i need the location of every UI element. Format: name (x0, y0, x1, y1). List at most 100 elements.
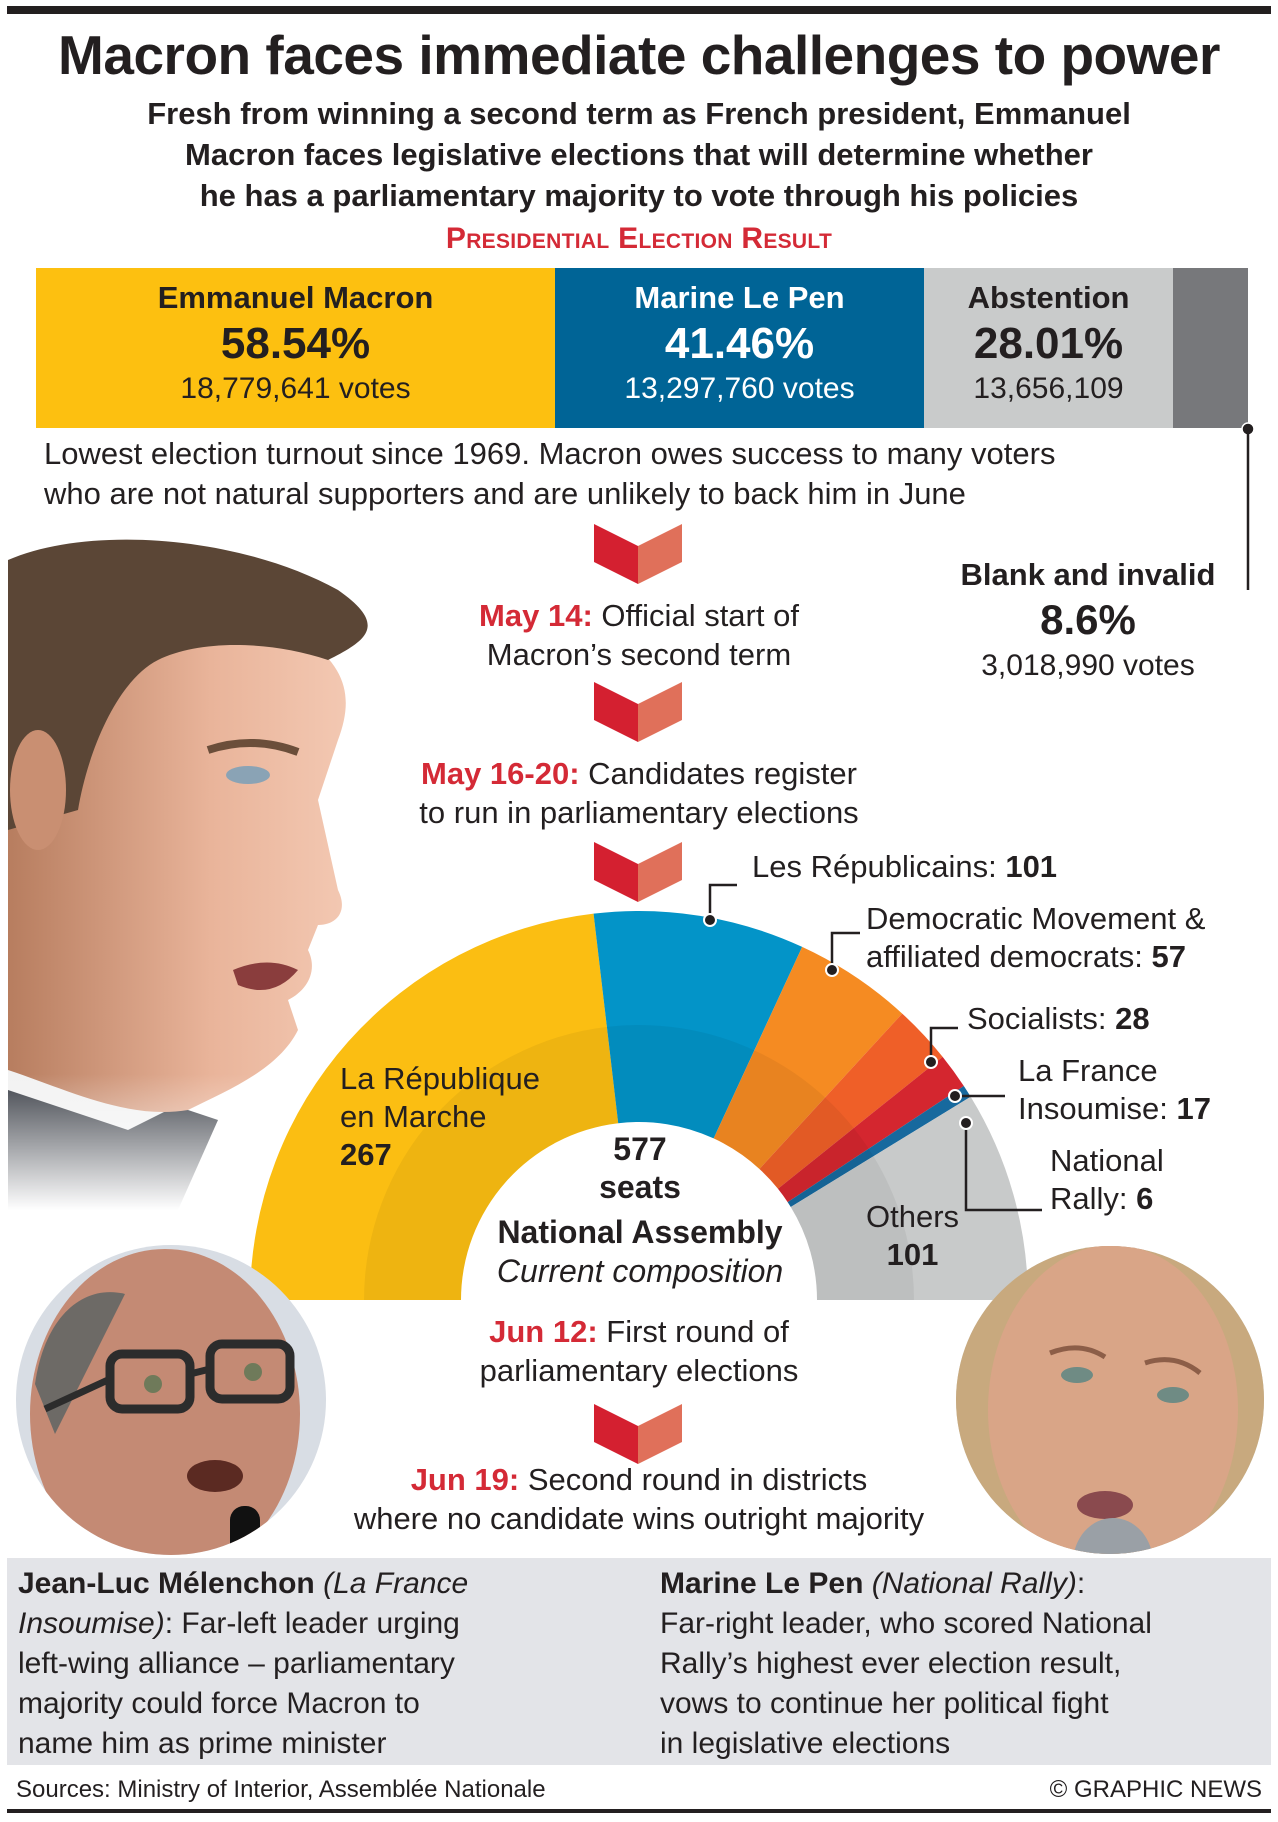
timeline-line: Macron’s second term (486, 637, 792, 672)
le-pen-microphone (1073, 1518, 1153, 1554)
timeline-chevron-icon (594, 1404, 682, 1464)
seat-label-ps: Socialists: 28 (967, 1000, 1150, 1038)
seat-slice-rn (787, 1085, 971, 1207)
timeline-line: where no candidate wins outright majorit… (353, 1501, 925, 1536)
party-name: La France (1018, 1053, 1158, 1088)
subtitle-line: Macron faces legislative elections that … (185, 137, 1093, 172)
profile-name: Jean-Luc Mélenchon (18, 1567, 315, 1600)
party-name: Insoumise: (1018, 1091, 1177, 1126)
party-seats: 6 (1136, 1181, 1154, 1216)
profiles-panel: Jean-Luc Mélenchon (La France Insoumise)… (7, 1558, 1271, 1765)
seat-slice-modem (713, 946, 903, 1169)
profile-desc: : Far-left leader urging (164, 1607, 460, 1640)
leader-ps (929, 1026, 958, 1062)
timeline-line: to run in parliamentary elections (419, 795, 859, 830)
leader-dot-ps (924, 1055, 938, 1069)
party-name: Democratic Movement & (866, 901, 1206, 936)
seat-label-others: Others 101 (855, 1198, 970, 1274)
timeline-item-jun12: Jun 12: First round of parliamentary ele… (340, 1312, 938, 1390)
candidate-votes: 13,656,109 (973, 372, 1124, 405)
timeline-chevron-icon (594, 682, 682, 742)
le-pen-face (988, 1246, 1238, 1554)
blank-connector (1241, 422, 1255, 590)
timeline-chevron-icon (594, 524, 682, 584)
seat-label-modem: Democratic Movement & affiliated democra… (866, 900, 1205, 976)
le-pen-photo (956, 1246, 1264, 1554)
assembly-center-label: 577 seats National Assembly Current comp… (440, 1130, 840, 1290)
result-bar-blank (1173, 268, 1248, 428)
party-name: en Marche (340, 1099, 487, 1134)
melenchon-photo (16, 1245, 326, 1555)
timeline-item-may16-20: May 16-20: Candidates register to run in… (340, 754, 938, 832)
seat-slice-shade-modem (713, 1050, 826, 1169)
bio-line: name him as prime minister (18, 1727, 387, 1760)
le-pen-mouth (1077, 1491, 1133, 1519)
result-bar-le-pen: Marine Le Pen 41.46% 13,297,760 votes (555, 268, 924, 428)
party-name-line2: affiliated democrats: 57 (866, 938, 1205, 976)
macron-photo (8, 530, 378, 1210)
total-seats-unit: seats (599, 1169, 681, 1205)
turnout-line: Lowest election turnout since 1969. Macr… (44, 436, 1056, 471)
seat-slice-shade-ps (759, 1097, 854, 1189)
leader-rn (964, 1123, 1042, 1212)
bottom-rule (7, 1809, 1271, 1813)
seat-label-lrem: La République en Marche 267 (340, 1060, 540, 1174)
seat-label-lr: Les Républicains: 101 (752, 848, 1057, 886)
total-seats: 577 (613, 1131, 667, 1167)
bio-line: Rally’s highest ever election result, (660, 1647, 1122, 1680)
party-name-line2: Insoumise: 17 (1018, 1090, 1211, 1128)
timeline-item-may14: May 14: Official start of Macron’s secon… (340, 596, 938, 674)
candidate-pct: 28.01% (973, 319, 1124, 368)
bio-line: majority could force Macron to (18, 1687, 420, 1720)
section-heading-presidential: Presidential Election Result (445, 222, 833, 255)
subtitle: Fresh from winning a second term as Fren… (0, 93, 1278, 216)
party-seats: 17 (1176, 1091, 1211, 1126)
subtitle-line: he has a parliamentary majority to vote … (199, 178, 1079, 213)
page-title: Macron faces immediate challenges to pow… (58, 24, 1220, 86)
timeline-text: Second round in districts (519, 1462, 868, 1497)
seat-label-lfi: La France Insoumise: 17 (1018, 1052, 1211, 1128)
candidate-votes: 18,779,641 votes (180, 372, 411, 405)
leader-dot-rn (959, 1116, 973, 1130)
timeline-date: May 14: (479, 598, 593, 633)
candidate-pct: 58.54% (220, 319, 371, 368)
seat-slice-shade-lrem (364, 1026, 619, 1300)
timeline-line: May 14: Official start of (340, 596, 938, 635)
timeline-date: Jun 19: (410, 1462, 520, 1497)
candidate-name: Abstention (967, 280, 1130, 315)
candidate-name: Emmanuel Macron (157, 280, 434, 315)
party-name: Others (865, 1199, 960, 1234)
party-seats: 101 (1005, 849, 1058, 884)
profile-melenchon: Jean-Luc Mélenchon (La France Insoumise)… (18, 1564, 578, 1764)
top-rule (7, 6, 1271, 14)
blank-invalid-block: Blank and invalid 8.6% 3,018,990 votes (938, 556, 1238, 686)
party-name: Les Républicains: (752, 849, 1006, 884)
party-seats: 267 (340, 1137, 392, 1172)
party-seats: 101 (886, 1237, 939, 1272)
party-name: affiliated democrats: (866, 939, 1152, 974)
candidate-pct: 41.46% (664, 319, 815, 368)
leader-lr (708, 883, 737, 920)
timeline-date: May 16-20: (421, 756, 580, 791)
chart-title: National Assembly (497, 1214, 783, 1250)
national-assembly-hemicycle-chart (250, 911, 1028, 1300)
seat-leader-lines (703, 883, 1042, 1212)
melenchon-mouth (187, 1460, 243, 1492)
party-name: Rally: (1050, 1181, 1137, 1216)
chart-subtitle: Current composition (496, 1253, 784, 1289)
party-seats: 28 (1115, 1001, 1150, 1036)
leader-dot-modem (825, 963, 839, 977)
seat-slice-others (790, 1096, 1028, 1300)
timeline-line: Jun 19: Second round in districts (340, 1460, 938, 1499)
blank-pct: 8.6% (1040, 596, 1136, 643)
blank-votes: 3,018,990 votes (981, 649, 1195, 682)
seat-slice-ps (759, 1013, 943, 1189)
candidate-votes: 13,297,760 votes (624, 372, 855, 405)
timeline-text: First round of (597, 1314, 789, 1349)
party-name: La République (340, 1061, 540, 1096)
timeline-chevron-icon (594, 842, 682, 902)
seat-slice-lfi (777, 1056, 964, 1203)
timeline-text: Candidates register (579, 756, 857, 791)
seat-slice-shade-rn (787, 1148, 874, 1207)
party-name-line2: Rally: 6 (1050, 1180, 1164, 1218)
